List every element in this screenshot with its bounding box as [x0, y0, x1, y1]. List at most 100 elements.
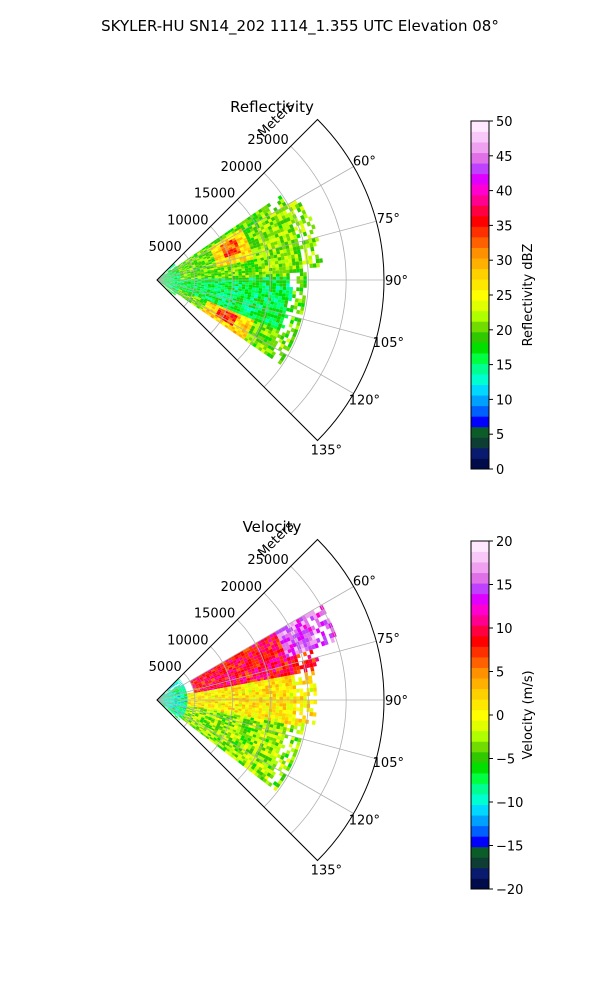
data-cell-1768 [251, 745, 256, 750]
data-cell-1729 [264, 748, 269, 753]
data-cell-759 [220, 689, 225, 692]
data-cell-410 [238, 244, 243, 249]
data-cell-1050 [299, 700, 304, 704]
data-cell-1956 [182, 716, 186, 720]
data-cell-2002 [201, 309, 206, 313]
data-cell-1253 [227, 287, 232, 290]
data-cell-769 [254, 684, 259, 688]
data-cell-1128 [228, 281, 232, 284]
data-cell-446 [204, 260, 209, 263]
data-cell-586 [212, 262, 217, 266]
data-cell-1316 [290, 721, 295, 726]
data-cell-529 [176, 272, 180, 275]
data-cell-274 [248, 232, 253, 237]
data-cell-1492 [173, 704, 177, 707]
data-cell-884 [194, 696, 198, 699]
data-cell-1333 [200, 708, 204, 710]
data-cell-1111 [170, 280, 175, 281]
data-cell-1155 [180, 281, 185, 283]
data-cell-1709 [212, 303, 217, 307]
data-cell-1805 [234, 740, 239, 744]
data-cell-1998 [181, 717, 186, 721]
data-cell-1081 [245, 702, 249, 705]
data-cell-1145 [286, 283, 290, 287]
data-cell-1560 [259, 733, 264, 738]
data-cell-425 [163, 696, 167, 698]
data-cell-409 [284, 649, 289, 655]
data-cell-272 [241, 235, 247, 239]
data-cell-1090 [276, 703, 280, 707]
data-cell-1059 [170, 700, 175, 701]
data-cell-1221 [261, 288, 266, 292]
data-cell-318 [239, 238, 245, 243]
data-cell-1804 [241, 321, 247, 325]
data-cell-824 [241, 266, 245, 269]
data-cell-1033 [242, 700, 246, 703]
data-cell-793 [187, 695, 191, 697]
data-cell-901 [184, 276, 188, 278]
data-cell-1484 [290, 736, 296, 741]
data-cell-1123 [211, 281, 215, 284]
data-cell-1113 [204, 702, 209, 705]
data-cell-1753 [205, 723, 210, 727]
data-cell-1294 [217, 709, 221, 712]
data-cell-1839 [219, 312, 224, 316]
data-cell-412 [245, 242, 250, 246]
data-cell-1190 [163, 700, 168, 702]
data-cell-434 [198, 684, 203, 687]
data-cell-530 [179, 271, 184, 274]
data-cell-36 [173, 685, 177, 689]
data-cell-179 [199, 676, 204, 680]
theta-tick-label: 90° [385, 694, 408, 709]
data-cell-1259 [248, 289, 252, 293]
data-cell-148 [264, 639, 270, 645]
data-cell-2012 [229, 328, 235, 333]
data-cell-1053 [259, 277, 263, 280]
data-cell-1521 [267, 732, 272, 737]
data-cell-877 [265, 265, 269, 269]
data-cell-1655 [166, 703, 170, 706]
data-cell-872 [312, 683, 317, 688]
data-cell-461 [285, 653, 290, 658]
data-cell-1118 [194, 280, 198, 283]
theta-tick-label: 135° [311, 863, 342, 878]
data-cell-35 [182, 260, 186, 264]
data-cell-208 [287, 631, 293, 637]
data-cell-496 [234, 673, 239, 677]
data-cell-1950 [165, 705, 169, 708]
data-cell-1667 [203, 719, 208, 723]
data-cell-355 [212, 253, 217, 257]
data-cell-2048 [202, 734, 207, 738]
data-cell-542 [218, 258, 223, 262]
data-cell-733 [277, 677, 282, 681]
data-cell-2011 [217, 742, 222, 747]
data-cell-1852 [245, 748, 250, 753]
colorbar-swatch-29 [471, 572, 489, 584]
data-cell-812 [200, 272, 205, 275]
data-cell-659 [311, 237, 316, 243]
data-cell-479 [173, 693, 177, 696]
data-cell-224 [237, 234, 242, 239]
data-cell-791 [280, 256, 285, 261]
data-cell-973 [272, 270, 277, 274]
data-cell-763 [187, 273, 191, 276]
data-cell-212 [299, 625, 305, 632]
data-cell-671 [190, 271, 194, 273]
data-cell-1573 [176, 286, 180, 288]
data-cell-916 [234, 271, 239, 274]
data-cell-1957 [194, 303, 198, 306]
data-cell-1524 [294, 317, 299, 322]
data-cell-1601 [258, 736, 263, 741]
data-cell-552 [250, 248, 255, 252]
data-cell-2026 [258, 771, 264, 777]
data-cell-1256 [238, 288, 242, 292]
data-cell-1159 [207, 704, 212, 706]
data-cell-1169 [241, 706, 246, 710]
data-cell-741 [263, 256, 268, 261]
data-cell-2 [169, 265, 173, 269]
data-cell-990 [245, 697, 249, 700]
data-cell-64 [263, 204, 269, 210]
data-cell-1580 [198, 293, 203, 296]
data-cell-680 [250, 679, 255, 683]
data-cell-1318 [297, 722, 302, 727]
